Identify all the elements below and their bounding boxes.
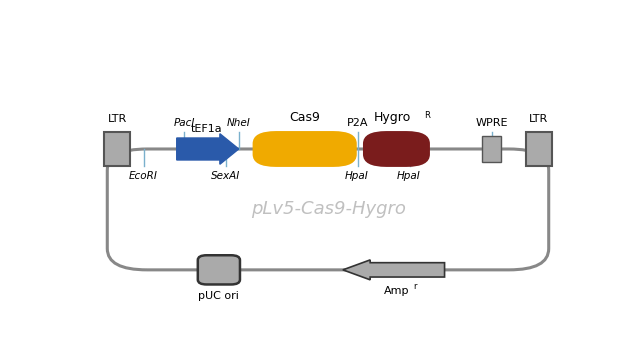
Text: PacI: PacI [173,118,195,128]
Bar [483,136,501,162]
FancyBboxPatch shape [198,255,240,285]
Text: HpaI: HpaI [345,171,369,181]
FancyBboxPatch shape [363,131,430,167]
Text: LTR: LTR [108,114,127,124]
Text: Amp: Amp [384,286,409,296]
Text: r: r [413,283,417,292]
Text: EcoRI: EcoRI [129,171,158,181]
Text: SexAI: SexAI [211,171,240,181]
Text: LTR: LTR [529,114,548,124]
Text: HpaI: HpaI [397,171,420,181]
FancyBboxPatch shape [253,131,356,167]
Text: R: R [424,111,429,120]
FancyArrow shape [343,260,445,280]
Text: pUC ori: pUC ori [198,291,239,301]
Text: tEF1a: tEF1a [191,125,222,135]
FancyArrow shape [177,134,239,164]
Text: Cas9: Cas9 [289,111,320,125]
Bar [526,132,552,166]
Text: P2A: P2A [347,118,369,128]
Text: WPRE: WPRE [476,118,508,128]
Bar [104,132,130,166]
Text: NheI: NheI [227,118,251,128]
Text: Hygro: Hygro [374,111,411,125]
Text: pLv5-Cas9-Hygro: pLv5-Cas9-Hygro [251,200,405,218]
